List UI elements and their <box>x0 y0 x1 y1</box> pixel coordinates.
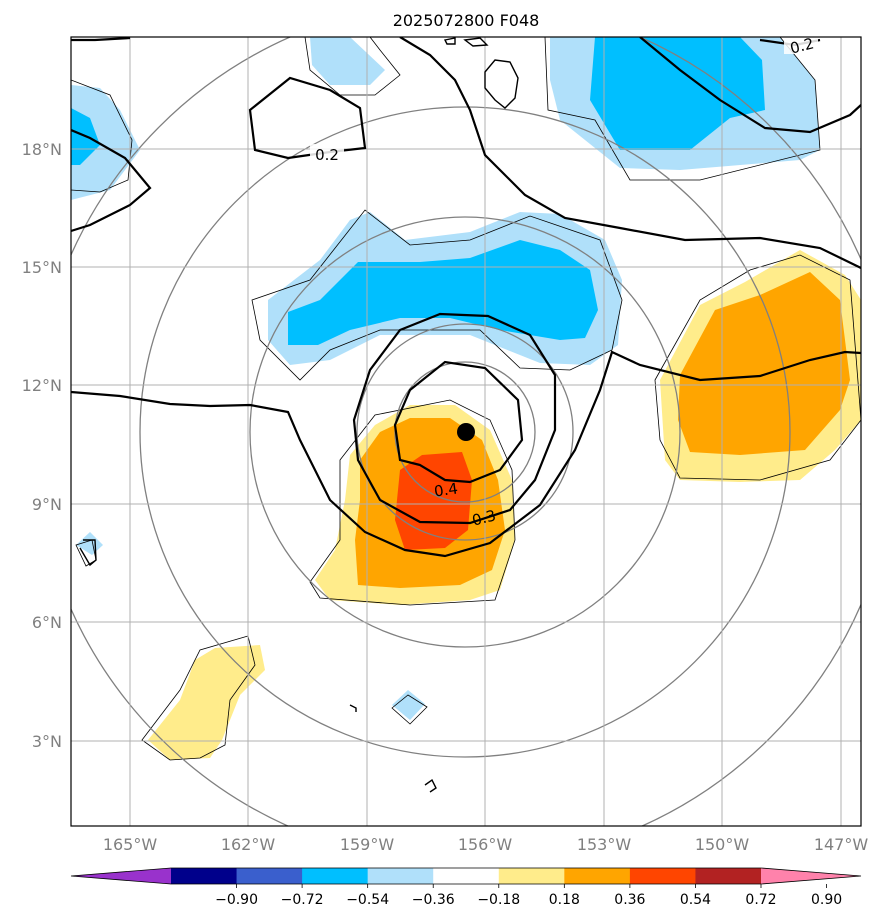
lat-label: 9°N <box>32 495 62 514</box>
map-title: 2025072800 F048 <box>393 11 540 30</box>
colorbar-segment <box>171 868 238 884</box>
colorbar-tick-label: 0.18 <box>549 892 580 908</box>
anomaly-fill-light-blue <box>71 85 140 200</box>
colorbar-segment <box>433 868 500 884</box>
latitude-labels: 18°N 15°N 12°N 9°N 6°N 3°N <box>22 140 62 751</box>
colorbar-tick-label: 0.36 <box>614 892 645 908</box>
colorbar-tick-label: −0.36 <box>412 892 455 908</box>
colorbar-segment <box>302 868 369 884</box>
lon-label: 156°W <box>458 835 513 854</box>
gridlines <box>71 37 861 826</box>
storm-center-marker <box>457 423 475 441</box>
colorbar-tick-label: −0.54 <box>346 892 389 908</box>
colorbar-segment <box>564 868 631 884</box>
lon-label: 165°W <box>103 835 158 854</box>
coastlines <box>79 37 519 793</box>
lon-label: 150°W <box>695 835 750 854</box>
map-frame <box>70 36 862 827</box>
lat-label: 12°N <box>22 376 62 395</box>
anomaly-fill-light-yellow <box>148 645 265 760</box>
longitude-labels: 165°W 162°W 159°W 156°W 153°W 150°W 147°… <box>103 835 869 854</box>
colorbar: −0.90 −0.72 −0.54 −0.36 −0.18 0.18 0.36 0.54 0.7… <box>70 867 862 908</box>
anomaly-fill-light-blue <box>76 532 103 555</box>
colorbar-tick-label: 0.72 <box>745 892 776 908</box>
colorbar-segment <box>498 868 565 884</box>
colorbar-segment <box>629 868 696 884</box>
lon-label: 159°W <box>340 835 395 854</box>
contour-label: 0.4 <box>433 479 459 500</box>
colorbar-segment <box>695 868 762 884</box>
colorbar-tick-label: 0.54 <box>680 892 711 908</box>
lat-label: 15°N <box>22 258 62 277</box>
anomaly-fill-light-blue <box>392 690 425 720</box>
anomaly-fill-light-blue <box>310 37 385 85</box>
colorbar-tick-label: −0.18 <box>477 892 520 908</box>
contour-label: 0.3 <box>470 506 498 529</box>
map-area: 0.2 0.2 0.4 0.3 <box>71 34 861 826</box>
contour-label: 0.2 <box>315 146 339 164</box>
colorbar-outline <box>70 867 862 885</box>
anomaly-fill-deep-blue <box>288 240 598 345</box>
lat-label: 18°N <box>22 140 62 159</box>
anomaly-fill-orange <box>678 272 850 455</box>
colorbar-tick-label: −0.72 <box>281 892 324 908</box>
anomaly-fill-orange-red <box>395 452 472 550</box>
lon-label: 162°W <box>221 835 276 854</box>
colorbar-extend-min <box>71 868 171 884</box>
colorbar-segment <box>367 868 434 884</box>
anomaly-fill-deep-blue <box>590 37 765 150</box>
colorbar-tick-label: 0.90 <box>811 892 842 908</box>
colorbar-extend-max <box>761 868 861 884</box>
lon-label: 153°W <box>577 835 632 854</box>
contour-label: 0.2 <box>788 34 816 57</box>
colorbar-tick-label: −0.90 <box>215 892 258 908</box>
contour-labels: 0.2 0.2 0.4 0.3 <box>310 34 818 530</box>
colorbar-segment <box>236 868 303 884</box>
lon-label: 147°W <box>814 835 869 854</box>
lat-label: 6°N <box>32 613 62 632</box>
lat-label: 3°N <box>32 732 62 751</box>
